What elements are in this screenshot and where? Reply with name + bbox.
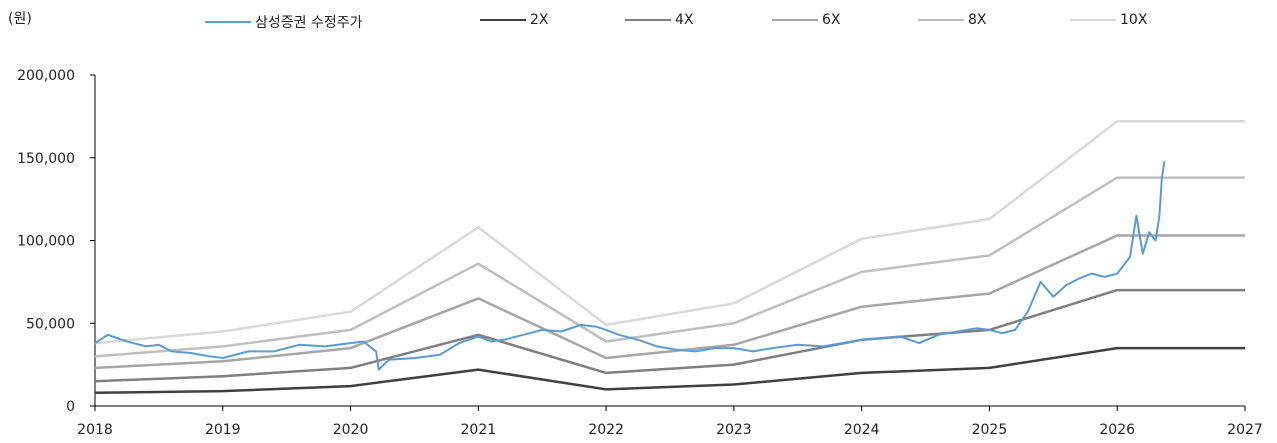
legend-item-8x: 8X (918, 12, 987, 28)
series-line-6x (94, 234, 1245, 370)
legend-item-4x: 4X (625, 12, 694, 28)
series-line-8x (94, 176, 1245, 358)
y-tick-label: 50,000 (26, 316, 75, 332)
x-tick-label: 2024 (844, 422, 880, 438)
series-line-2x (94, 346, 1245, 395)
x-tick-label: 2022 (588, 422, 624, 438)
y-tick-label: 100,000 (17, 234, 75, 250)
legend-label-stock: 삼성증권 수정주가 (255, 15, 363, 31)
x-tick-label: 2021 (461, 422, 497, 438)
series-line-4x (94, 288, 1245, 383)
legend-item-10x: 10X (1070, 12, 1147, 28)
legend-label-2x: 2X (530, 12, 549, 28)
x-tick-label: 2020 (333, 422, 369, 438)
y-tick-label: 200,000 (17, 68, 75, 84)
series-line-10x (94, 120, 1245, 345)
legend-swatch-4x (625, 19, 671, 21)
x-tick-label: 2019 (205, 422, 241, 438)
legend: 삼성증권 수정주가 2X 4X 6X 8X 10X (0, 12, 1277, 36)
legend-item-2x: 2X (480, 12, 549, 28)
y-tick-label: 0 (66, 399, 75, 415)
x-tick-label: 2018 (77, 422, 113, 438)
legend-swatch-10x (1070, 19, 1116, 21)
y-unit-label: (원) (8, 11, 32, 27)
legend-swatch-6x (772, 19, 818, 21)
legend-item-stock: 삼성증권 수정주가 (205, 12, 363, 32)
x-tick-label: 2023 (716, 422, 752, 438)
legend-swatch-8x (918, 19, 964, 21)
legend-item-6x: 6X (772, 12, 841, 28)
legend-label-10x: 10X (1120, 12, 1148, 28)
series-line-stock-price (94, 160, 1166, 371)
legend-label-8x: 8X (968, 12, 987, 28)
x-tick-label: 2026 (1099, 422, 1135, 438)
legend-label-6x: 6X (822, 12, 841, 28)
legend-swatch-2x (480, 19, 526, 21)
x-tick-label: 2027 (1227, 422, 1263, 438)
y-tick-label: 150,000 (17, 151, 75, 167)
legend-swatch-stock (205, 21, 251, 23)
x-tick-label: 2025 (972, 422, 1008, 438)
legend-label-4x: 4X (675, 12, 694, 28)
